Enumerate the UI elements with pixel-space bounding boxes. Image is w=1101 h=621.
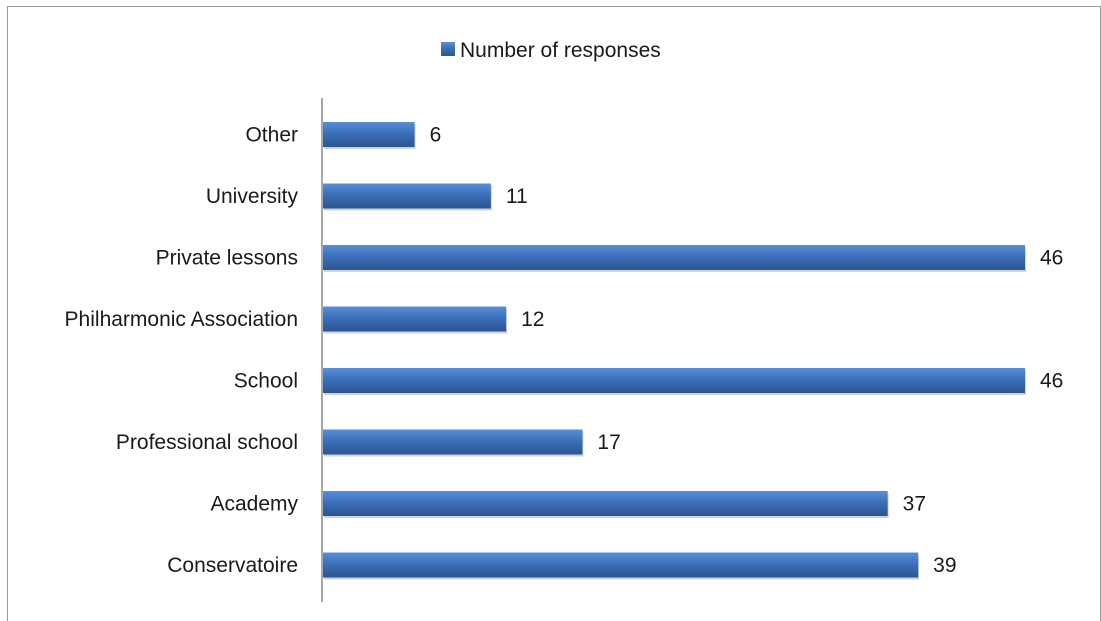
data-label: 17 <box>597 431 620 454</box>
data-label: 12 <box>521 308 544 331</box>
data-label: 37 <box>903 493 926 516</box>
category-label: Conservatoire <box>167 554 298 577</box>
data-label: 6 <box>430 124 442 147</box>
category-label: University <box>206 185 299 208</box>
legend-swatch <box>441 42 455 56</box>
data-label: 46 <box>1040 370 1063 393</box>
legend: Number of responses <box>441 39 661 62</box>
data-label: 46 <box>1040 247 1063 270</box>
chart-frame <box>7 6 1101 621</box>
category-label: School <box>234 370 298 393</box>
data-label: 39 <box>933 554 956 577</box>
category-labels: Other University Private lessons Philharmon… <box>65 124 299 578</box>
bars-group <box>323 122 1026 580</box>
bar <box>323 245 1025 270</box>
bar <box>323 491 888 516</box>
category-label: Philharmonic Association <box>65 308 298 331</box>
data-label: 11 <box>506 185 528 208</box>
category-label: Professional school <box>116 431 298 454</box>
bar <box>323 429 583 455</box>
category-label: Private lessons <box>156 247 298 270</box>
legend-label: Number of responses <box>460 39 661 62</box>
bar <box>323 368 1025 393</box>
category-label: Other <box>245 124 298 147</box>
bar <box>323 306 507 332</box>
bar <box>323 122 415 147</box>
bar <box>323 552 919 578</box>
bar <box>323 183 491 209</box>
category-label: Academy <box>210 493 298 516</box>
data-labels: 6 11 46 12 46 17 37 39 <box>430 124 1064 578</box>
